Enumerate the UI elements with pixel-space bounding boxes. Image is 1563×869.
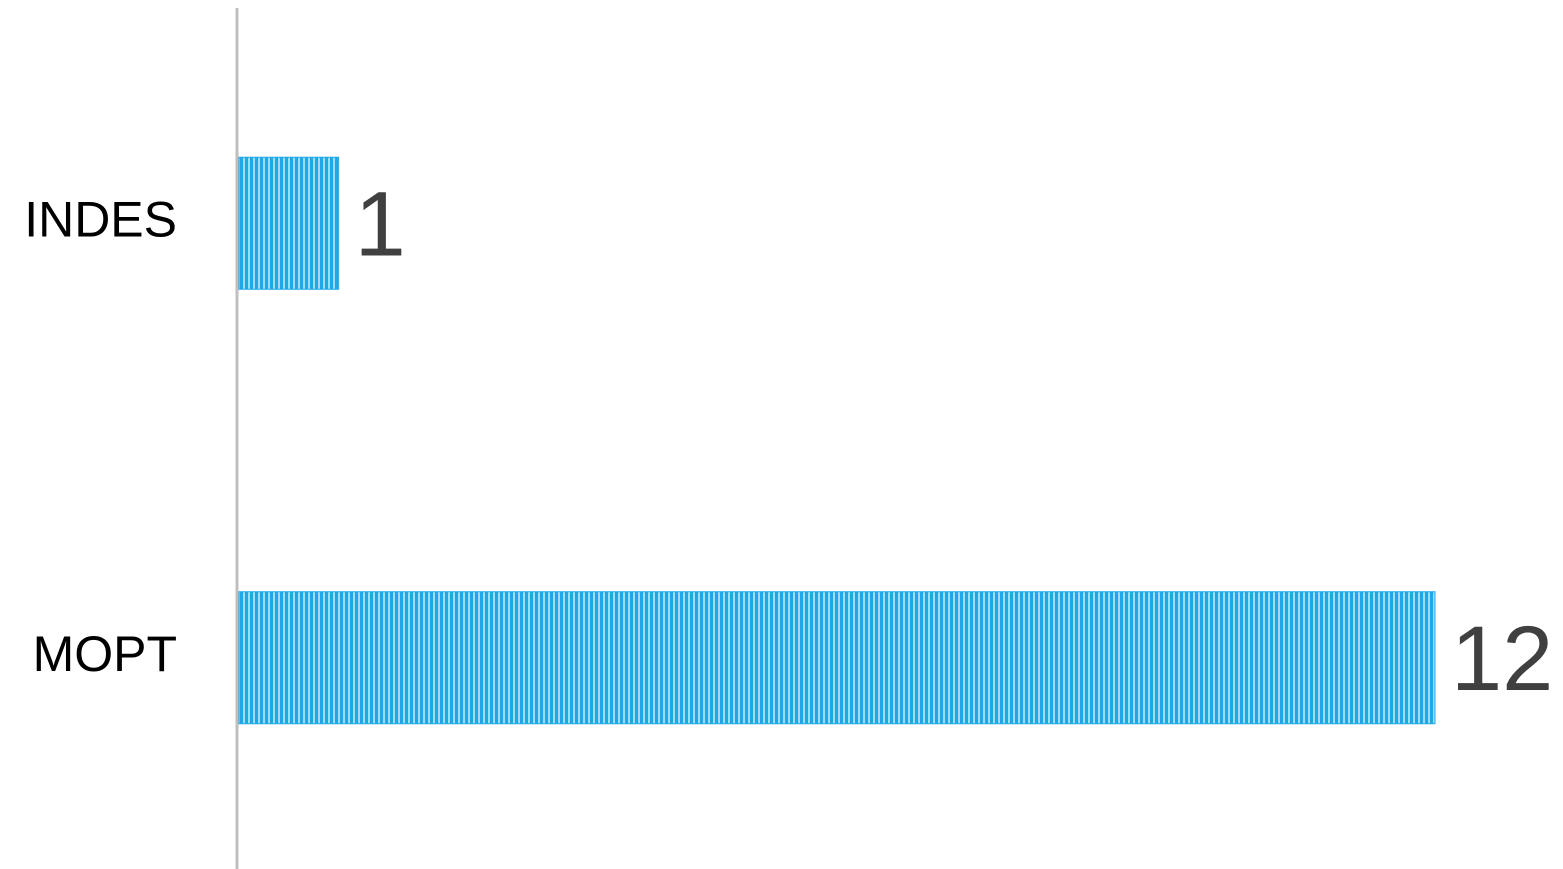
bar	[238, 591, 1436, 725]
data-label: 1	[355, 174, 406, 276]
y-tick-label: INDES	[24, 191, 177, 247]
y-tick-label: MOPT	[33, 626, 177, 682]
bar	[238, 156, 340, 290]
data-label: 12	[1451, 608, 1553, 710]
